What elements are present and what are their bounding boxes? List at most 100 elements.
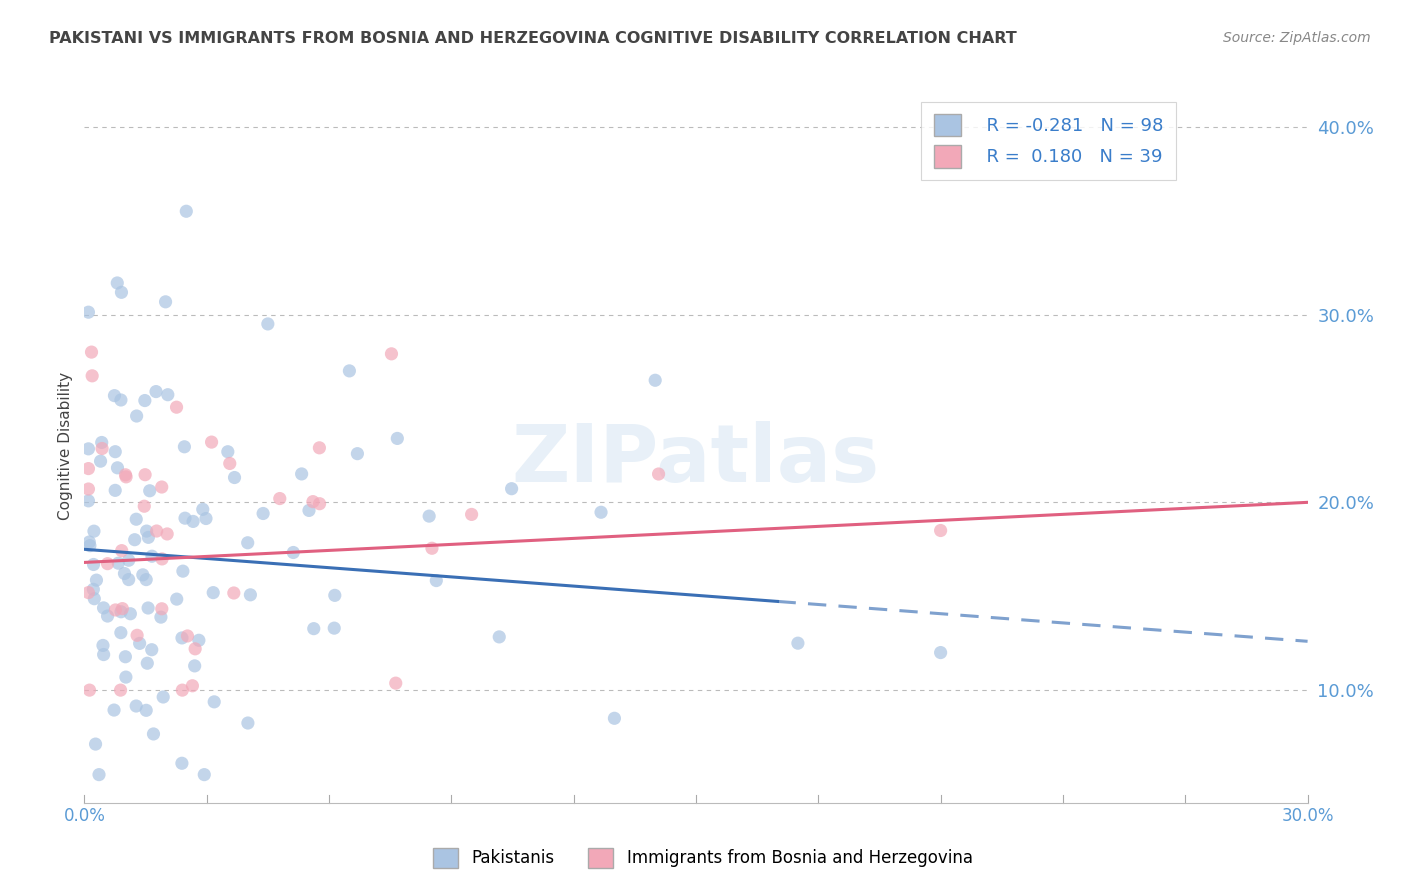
Point [589,505,612,519]
Point [104,603,127,617]
Point [111,543,134,558]
Point [302,494,325,508]
Point [111,601,134,615]
Point [86,573,108,587]
Point [103,703,125,717]
Text: Source: ZipAtlas.com: Source: ZipAtlas.com [1223,31,1371,45]
Point [110,285,132,300]
Point [176,629,198,643]
Point [150,552,173,566]
Point [77,442,100,456]
Point [105,276,128,290]
Text: PAKISTANI VS IMMIGRANTS FROM BOSNIA AND HERZEGOVINA COGNITIVE DISABILITY CORRELA: PAKISTANI VS IMMIGRANTS FROM BOSNIA AND … [49,31,1017,46]
Text: 30.0%: 30.0% [1281,806,1334,824]
Point [184,641,207,656]
Point [183,659,205,673]
Point [202,695,225,709]
Point [150,601,173,615]
Point [114,467,136,482]
Point [425,574,447,588]
Point [222,586,245,600]
Point [236,535,259,549]
Point [187,633,209,648]
Point [115,470,138,484]
Point [134,393,156,408]
Point [124,533,146,547]
Point [644,373,666,387]
Point [174,511,197,525]
Point [135,524,157,538]
Point [152,690,174,704]
Point [120,607,142,621]
Point [104,444,127,458]
Point [134,500,156,514]
Point [257,317,280,331]
Point [155,294,177,309]
Point [323,621,346,635]
Point [460,508,482,522]
Point [90,435,112,450]
Point [380,347,402,361]
Point [90,454,112,468]
Point [302,622,325,636]
Point [115,670,138,684]
Point [91,442,114,456]
Point [308,441,330,455]
Point [135,703,157,717]
Point [173,440,195,454]
Point [77,585,100,599]
Y-axis label: Cognitive Disability: Cognitive Disability [58,372,73,520]
Point [420,541,443,556]
Point [291,467,314,481]
Point [384,676,406,690]
Point [145,384,167,399]
Point [172,564,194,578]
Point [202,585,225,599]
Point [298,503,321,517]
Point [91,639,114,653]
Point [96,609,118,624]
Legend: Pakistanis, Immigrants from Bosnia and Herzegovina: Pakistanis, Immigrants from Bosnia and H… [427,841,979,875]
Point [103,389,125,403]
Point [125,409,148,423]
Point [181,515,204,529]
Point [118,573,141,587]
Point [134,467,156,482]
Point [141,549,163,564]
Point [132,567,155,582]
Point [125,698,148,713]
Text: 0.0%: 0.0% [63,806,105,824]
Point [79,683,101,698]
Point [77,305,100,319]
Point [110,605,132,619]
Point [142,727,165,741]
Point [83,558,105,572]
Point [200,435,222,450]
Point [166,592,188,607]
Point [346,447,368,461]
Point [150,480,173,494]
Point [114,566,136,581]
Point [77,461,100,475]
Point [193,767,215,781]
Point [82,368,104,383]
Point [174,204,197,219]
Point [269,491,291,506]
Point [93,648,115,662]
Point [929,524,952,538]
Point [77,493,100,508]
Point [252,507,274,521]
Point [96,557,118,571]
Point [77,482,100,496]
Point [170,631,193,645]
Point [138,483,160,498]
Point [191,502,214,516]
Point [339,364,361,378]
Point [110,625,132,640]
Point [128,636,150,650]
Point [181,679,204,693]
Point [501,482,523,496]
Point [83,524,105,538]
Point [107,556,129,570]
Point [218,457,240,471]
